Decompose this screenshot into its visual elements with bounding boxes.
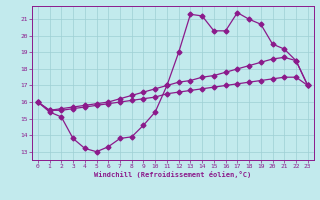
X-axis label: Windchill (Refroidissement éolien,°C): Windchill (Refroidissement éolien,°C) xyxy=(94,171,252,178)
